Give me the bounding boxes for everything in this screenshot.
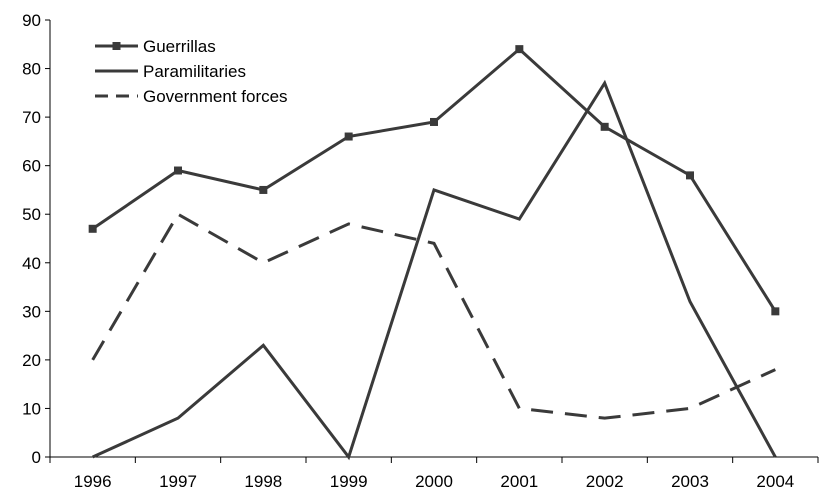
legend-label-government-forces: Government forces (143, 87, 288, 106)
y-tick-label: 30 (22, 302, 41, 321)
x-tick-label: 1997 (159, 472, 197, 491)
x-tick-label: 1996 (74, 472, 112, 491)
y-tick-label: 10 (22, 399, 41, 418)
data-point-guerrillas (430, 117, 438, 126)
data-point-guerrillas (771, 307, 780, 316)
x-tick-label: 2001 (500, 472, 538, 491)
x-tick-label: 1998 (244, 472, 282, 491)
x-axis-ticks: 1996 1997 1998 1999 2000 2001 2002 2003 2004 (49, 457, 819, 491)
y-tick-label: 0 (32, 448, 41, 467)
data-point-guerrillas (259, 185, 268, 194)
data-point-guerrillas (174, 166, 182, 175)
legend-label-guerrillas: Guerrillas (143, 37, 216, 56)
y-axis-ticks: 0 10 20 30 40 50 60 70 80 90 (22, 11, 50, 467)
legend-marker-guerrillas (112, 42, 121, 50)
series-group (88, 45, 780, 461)
y-tick-label: 20 (22, 351, 41, 370)
data-point-guerrillas (686, 171, 694, 180)
legend-label-paramilitaries: Paramilitaries (143, 62, 246, 81)
axes (49, 20, 818, 458)
y-tick-label: 80 (22, 60, 41, 79)
y-tick-label: 40 (22, 254, 41, 273)
y-tick-label: 50 (22, 205, 41, 224)
series-line-paramilitaries (92, 79, 777, 461)
data-point-guerrillas (515, 45, 524, 54)
series-line-government-forces (91, 212, 776, 420)
y-tick-label: 70 (22, 108, 41, 127)
x-tick-label: 2004 (756, 472, 794, 491)
x-tick-label: 1999 (330, 472, 368, 491)
y-tick-label: 90 (22, 11, 41, 30)
data-point-guerrillas (88, 224, 97, 233)
x-tick-label: 2000 (415, 472, 453, 491)
data-point-guerrillas (344, 132, 353, 141)
legend: Guerrillas Paramilitaries Government force… (95, 37, 288, 106)
x-tick-label: 2002 (586, 472, 624, 491)
y-tick-label: 60 (22, 157, 41, 176)
data-point-guerrillas (600, 122, 609, 131)
x-tick-label: 2003 (671, 472, 709, 491)
